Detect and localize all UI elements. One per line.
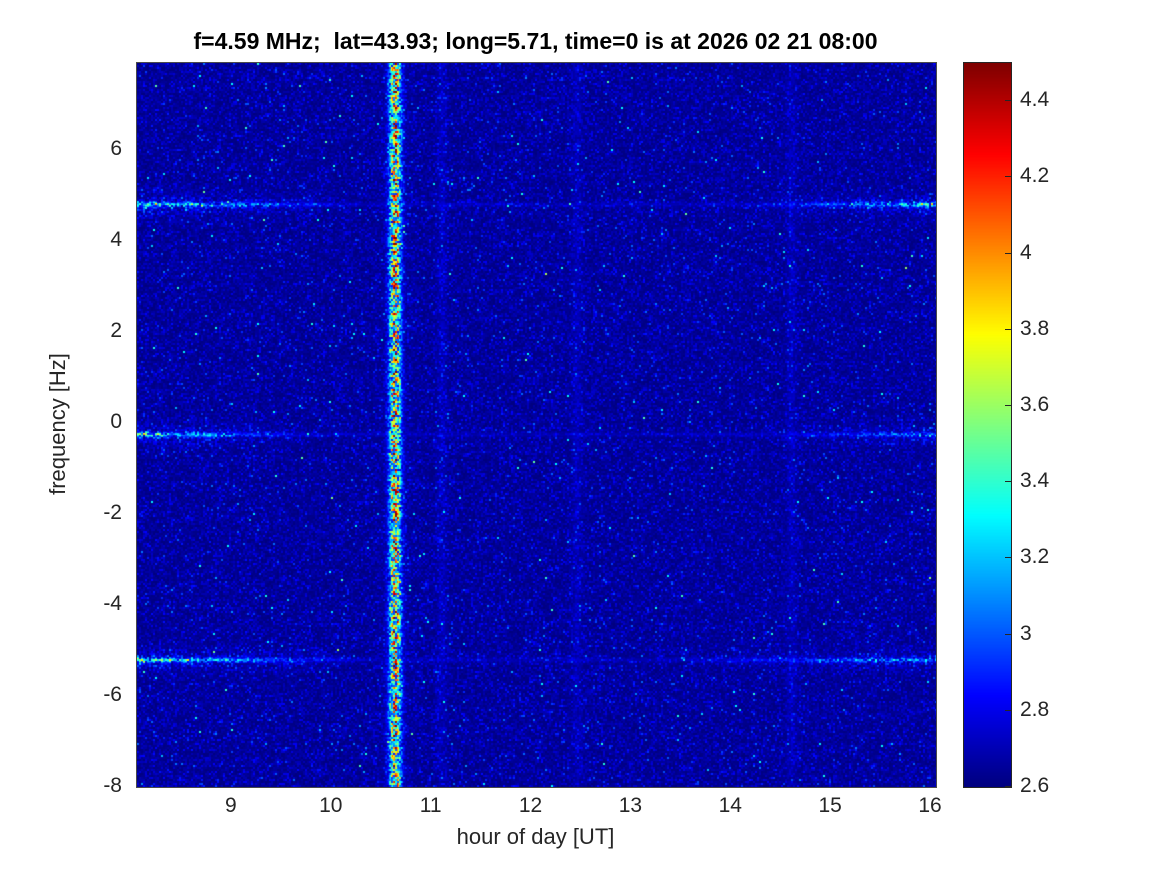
colorbar-tick-mark	[1005, 176, 1011, 178]
x-tick-label: 12	[518, 794, 543, 817]
y-tick-label: -2	[103, 500, 122, 524]
y-tick-label: -8	[103, 774, 122, 797]
colorbar-tick-label: 3.6	[1020, 392, 1050, 416]
colorbar-tick-label: 4	[1020, 240, 1032, 264]
y-tick-label: -4	[103, 591, 122, 615]
x-tick-label: 9	[225, 794, 237, 817]
y-tick-label: 4	[110, 227, 122, 251]
y-tick-label: 0	[110, 409, 122, 433]
colorbar-tick-mark	[1005, 786, 1011, 787]
heatmap-canvas	[137, 63, 936, 787]
plot-area	[136, 62, 937, 788]
colorbar-tick-mark	[1005, 633, 1011, 635]
colorbar-gradient	[964, 63, 1011, 787]
colorbar-tick-mark	[1005, 328, 1011, 330]
x-tick-label: 11	[419, 794, 442, 817]
x-tick-label: 10	[319, 794, 343, 817]
x-tick-label: 14	[718, 794, 742, 817]
chart-title: f=4.59 MHz; lat=43.93; long=5.71, time=0…	[193, 28, 878, 54]
x-tick-label: 15	[818, 794, 842, 817]
colorbar-tick-mark	[1005, 557, 1011, 559]
colorbar-tick-label: 2.6	[1020, 774, 1050, 797]
colorbar-tick-label: 3.2	[1020, 545, 1050, 569]
colorbar-tick-label: 3.4	[1020, 469, 1050, 493]
colorbar-tick-label: 3	[1020, 621, 1032, 645]
colorbar-tick-mark	[1005, 709, 1011, 711]
colorbar	[963, 62, 1012, 788]
y-tick-label: 6	[110, 136, 122, 160]
colorbar-tick-mark	[1005, 100, 1011, 102]
colorbar-tick-mark	[1005, 252, 1011, 254]
x-tick-label: 13	[618, 794, 643, 817]
colorbar-tick-mark	[1005, 404, 1011, 406]
x-tick-label: 16	[918, 794, 942, 817]
colorbar-tick-label: 3.8	[1020, 316, 1050, 340]
y-tick-label: -6	[103, 682, 122, 706]
x-axis-label: hour of day [UT]	[456, 824, 615, 849]
y-tick-label: 2	[110, 318, 122, 342]
colorbar-tick-label: 4.4	[1020, 88, 1050, 112]
colorbar-tick-mark	[1005, 481, 1011, 483]
colorbar-tick-label: 2.8	[1020, 697, 1050, 721]
colorbar-tick-label: 4.2	[1020, 164, 1050, 188]
